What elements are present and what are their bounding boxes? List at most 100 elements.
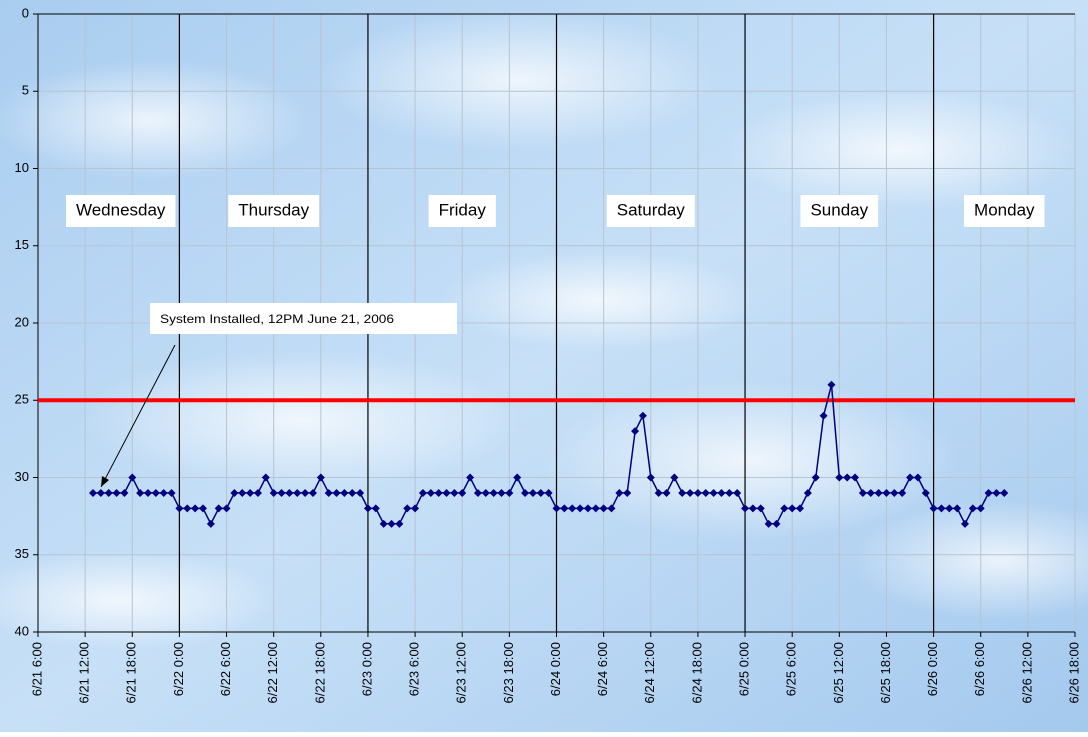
data-point <box>568 504 577 513</box>
data-point <box>772 519 781 528</box>
data-point <box>717 488 726 497</box>
data-point <box>536 488 545 497</box>
data-point <box>214 504 223 513</box>
data-point <box>379 519 388 528</box>
data-point <box>434 488 443 497</box>
data-point <box>411 504 420 513</box>
x-tick-label: 6/26 0:00 <box>925 642 940 696</box>
data-point <box>151 488 160 497</box>
annotation-arrowhead <box>100 475 109 487</box>
x-tick-label: 6/25 12:00 <box>831 642 846 703</box>
data-point <box>136 488 145 497</box>
data-point <box>120 488 129 497</box>
x-tick-label: 6/25 6:00 <box>784 642 799 696</box>
data-point <box>984 488 993 497</box>
day-label: Monday <box>964 195 1045 227</box>
data-point <box>678 488 687 497</box>
x-tick-label: 6/24 12:00 <box>642 642 657 703</box>
data-point <box>552 504 561 513</box>
data-point <box>348 488 357 497</box>
y-tick-label: 10 <box>15 160 29 175</box>
day-label-box <box>800 195 879 227</box>
data-point <box>473 488 482 497</box>
data-point <box>332 488 341 497</box>
data-point <box>788 504 797 513</box>
data-point <box>261 473 270 482</box>
data-point <box>796 504 805 513</box>
data-point <box>976 504 985 513</box>
data-point <box>450 488 459 497</box>
data-point <box>780 504 789 513</box>
y-tick-label: 25 <box>15 392 29 407</box>
x-tick-label: 6/23 6:00 <box>407 642 422 696</box>
data-point <box>961 519 970 528</box>
clouds <box>0 10 1088 650</box>
data-point <box>631 427 640 436</box>
data-point <box>308 488 317 497</box>
x-tick-label: 6/23 18:00 <box>501 642 516 703</box>
data-point <box>128 473 137 482</box>
x-tick-label: 6/22 6:00 <box>218 642 233 696</box>
data-point <box>481 488 490 497</box>
x-tick-label: 6/26 12:00 <box>1019 642 1034 703</box>
data-point <box>921 488 930 497</box>
data-point <box>992 488 1001 497</box>
x-tick-label: 6/23 0:00 <box>359 642 374 696</box>
data-point <box>756 504 765 513</box>
x-tick-label: 6/26 18:00 <box>1066 642 1081 703</box>
data-point <box>733 488 742 497</box>
annotation: System Installed, 12PM June 21, 2006 <box>160 312 394 326</box>
day-label-text: Monday <box>974 200 1035 219</box>
y-tick-label: 30 <box>15 469 29 484</box>
data-point <box>206 519 215 528</box>
data-point <box>638 411 647 420</box>
data-point <box>827 380 836 389</box>
data-point <box>167 488 176 497</box>
annotation-box <box>150 303 457 334</box>
day-label-box <box>65 195 176 227</box>
data-point <box>913 473 922 482</box>
data-point <box>363 504 372 513</box>
data-point <box>929 504 938 513</box>
data-point <box>576 504 585 513</box>
day-label-text: Sunday <box>810 200 868 219</box>
day-label: Friday <box>428 195 496 227</box>
data-point <box>222 504 231 513</box>
x-tick-label: 6/22 12:00 <box>265 642 280 703</box>
x-tick-label: 6/21 12:00 <box>77 642 92 703</box>
data-point <box>811 473 820 482</box>
day-label-box <box>606 195 695 227</box>
data-point <box>858 488 867 497</box>
day-label: Thursday <box>228 195 320 227</box>
data-point <box>387 519 396 528</box>
data-point <box>497 488 506 497</box>
data-point <box>623 488 632 497</box>
x-tick-label: 6/24 0:00 <box>548 642 563 696</box>
data-point <box>253 488 262 497</box>
data-point <box>88 488 97 497</box>
data-point <box>898 488 907 497</box>
day-label: Sunday <box>800 195 879 227</box>
data-point <box>285 488 294 497</box>
data-point <box>764 519 773 528</box>
data-point <box>583 504 592 513</box>
data-point <box>143 488 152 497</box>
day-label-box <box>228 195 320 227</box>
data-point <box>324 488 333 497</box>
data-point <box>843 473 852 482</box>
data-point <box>246 488 255 497</box>
data-point <box>442 488 451 497</box>
data-point <box>890 488 899 497</box>
day-label-text: Saturday <box>617 200 686 219</box>
data-point <box>803 488 812 497</box>
x-tick-label: 6/25 0:00 <box>736 642 751 696</box>
data-point <box>646 473 655 482</box>
data-point <box>418 488 427 497</box>
data-point <box>521 488 530 497</box>
data-point <box>301 488 310 497</box>
x-tick-label: 6/24 18:00 <box>689 642 704 703</box>
data-point <box>882 488 891 497</box>
day-label-text: Wednesday <box>76 200 166 219</box>
data-point <box>466 473 475 482</box>
x-tick-label: 6/23 12:00 <box>454 642 469 703</box>
